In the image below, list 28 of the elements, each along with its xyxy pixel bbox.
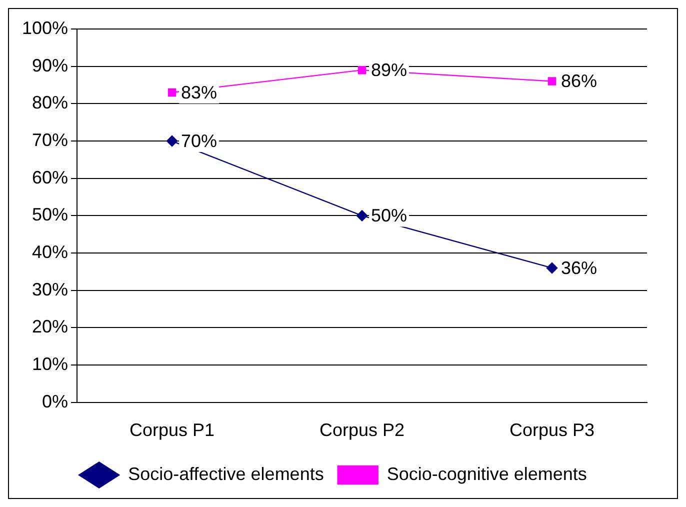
y-tick-label: 10% (32, 354, 68, 374)
x-tick-label: Corpus P1 (130, 420, 215, 440)
y-tick-label: 50% (32, 204, 68, 225)
legend-label: Socio-affective elements (128, 464, 324, 484)
y-tick-label: 100% (22, 18, 68, 38)
point (546, 262, 558, 274)
y-tick-label: 80% (32, 92, 68, 113)
x-tick-label: Corpus P3 (509, 420, 595, 440)
y-tick-label: 70% (32, 130, 68, 150)
data-label: 36% (561, 258, 598, 278)
point (168, 88, 176, 97)
y-tick-label: 90% (32, 55, 68, 76)
data-label: 89% (371, 60, 408, 80)
legend-label: Socio-cognitive elements (386, 464, 587, 484)
y-tick-label: 30% (32, 279, 68, 300)
y-tick-label: 40% (32, 242, 68, 262)
data-label: 50% (371, 206, 408, 226)
point (358, 66, 366, 74)
data-label: 86% (561, 71, 598, 92)
x-tick-label: Corpus P2 (319, 420, 405, 440)
y-tick-label: 0% (42, 391, 68, 412)
y-tick-label: 20% (32, 316, 68, 337)
point (356, 210, 368, 222)
y-tick-label: 60% (32, 167, 68, 188)
data-label: 83% (181, 82, 218, 102)
data-label: 70% (181, 130, 218, 151)
point (166, 135, 178, 147)
point (548, 77, 556, 86)
